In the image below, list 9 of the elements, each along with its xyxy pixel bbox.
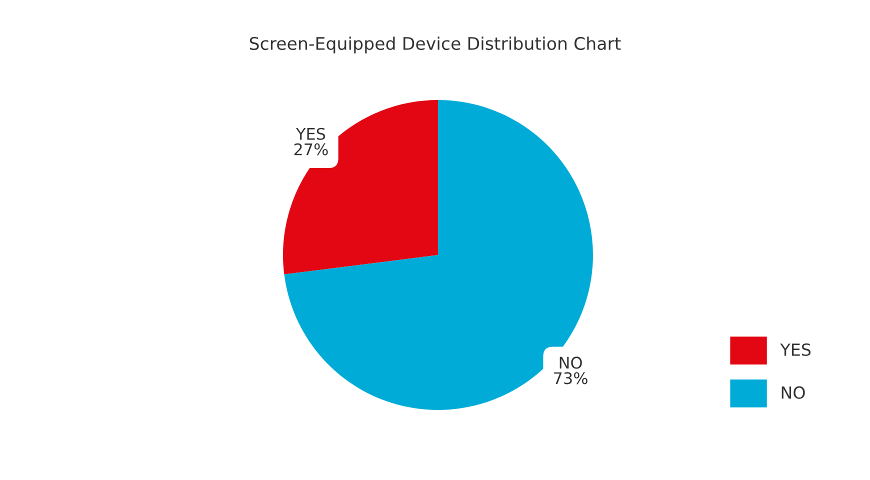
slice-label: NO xyxy=(560,356,582,369)
pie-slice xyxy=(283,100,438,274)
pie-slice xyxy=(284,100,593,410)
legend-label: YES xyxy=(780,343,811,356)
chart-title: Screen-Equipped Device Distribution Chart xyxy=(250,36,621,54)
legend-label: NO xyxy=(782,386,805,399)
data-label: 73% xyxy=(554,372,588,384)
slice-label: YES xyxy=(296,128,326,140)
data-label: 27% xyxy=(294,143,328,156)
